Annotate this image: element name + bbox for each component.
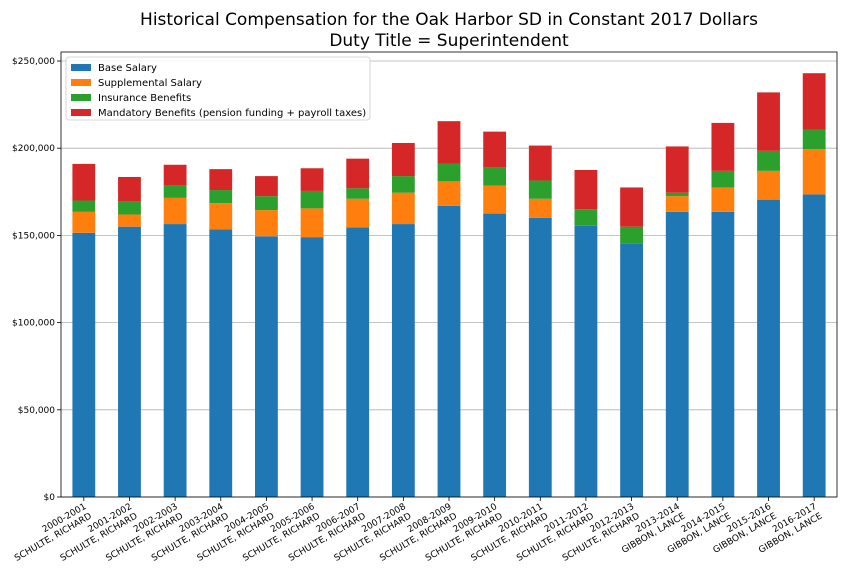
bar-segment [391, 142, 415, 177]
legend-label: Mandatory Benefits (pension funding + pa… [98, 108, 366, 119]
bar-segment [757, 92, 780, 151]
bar-segment [574, 170, 598, 210]
bar-segment [300, 237, 324, 498]
bar-segment [346, 198, 370, 228]
legend-label: Base Salary [98, 63, 157, 74]
bar-segment [346, 188, 370, 199]
bar-segment [72, 232, 96, 497]
legend-label: Supplemental Salary [98, 78, 202, 89]
bar-segment [802, 129, 826, 150]
legend: Base Salary Supplemental Salary Insurance … [65, 56, 371, 121]
y-tick-label: $50,000 [18, 406, 55, 416]
bar-segment [757, 199, 780, 497]
bar-segment [255, 210, 278, 237]
bar-segment [300, 208, 324, 238]
bar-segment [802, 73, 826, 130]
bar-segment [665, 146, 689, 193]
bar-segment [620, 226, 643, 244]
bar-segment [528, 217, 552, 497]
legend-swatch [71, 94, 91, 101]
bar-segment [757, 170, 780, 200]
bar-segment [163, 164, 187, 186]
bar-segment [665, 192, 689, 197]
bar-segment [802, 149, 826, 195]
bar-segment [209, 229, 233, 497]
chart-title: Historical Compensation for the Oak Harb… [140, 10, 758, 30]
bar-segment [711, 170, 735, 188]
legend-box [65, 56, 371, 121]
bar-segment [72, 211, 96, 233]
bar-segment [391, 176, 415, 193]
bar-segment [528, 145, 552, 181]
legend-swatch [71, 79, 91, 86]
bar-segment [118, 176, 141, 202]
bar-segment [528, 180, 552, 199]
bar-segment [346, 158, 370, 189]
bar-segment [118, 214, 141, 227]
bar-segment [574, 209, 598, 226]
bar-segment [255, 196, 278, 211]
bar-segment [483, 213, 507, 497]
bar-segment [346, 227, 370, 497]
bar-segment [665, 196, 689, 212]
y-tick-label: $200,000 [12, 144, 55, 154]
bar-segment [391, 192, 415, 225]
bar-segment [620, 187, 643, 227]
bar-segment [437, 181, 461, 206]
bar-segment [209, 203, 233, 230]
bar-segment [118, 226, 141, 497]
bar-segment [711, 122, 735, 171]
legend-swatch [71, 64, 91, 71]
bar-segment [163, 224, 187, 497]
bar-segment [528, 198, 552, 218]
bar-segment [72, 163, 96, 201]
bar-segment [437, 205, 461, 497]
y-tick-label: $250,000 [12, 57, 55, 67]
bar-segment [802, 194, 826, 497]
bar-segment [574, 225, 598, 498]
chart-subtitle: Duty Title = Superintendent [329, 31, 569, 51]
bar-segment [163, 185, 187, 198]
bar-segment [483, 167, 507, 186]
bar-segment [437, 121, 461, 164]
bar-segment [118, 201, 141, 215]
bar-segment [711, 187, 735, 212]
y-tick-label: $0 [44, 493, 56, 503]
legend-swatch [71, 109, 91, 116]
y-axis: $0 $50,000 $100,000 $150,000 $200,000 $250,00… [12, 57, 61, 503]
bar-segment [72, 200, 96, 212]
bar-segment [437, 163, 461, 182]
bar-segment [163, 197, 187, 225]
bar-segment [255, 236, 278, 497]
legend-label: Insurance Benefits [98, 93, 191, 104]
bar-segment [620, 243, 643, 497]
bar-segment [300, 168, 324, 191]
bar-segment [711, 211, 735, 497]
bar-segment [209, 190, 233, 204]
bar-segment [209, 169, 233, 191]
bar-segment [300, 190, 324, 209]
y-tick-label: $150,000 [12, 231, 55, 241]
bar-segment [757, 150, 780, 171]
bar-segment [665, 211, 689, 497]
bars [72, 73, 826, 498]
bar-segment [391, 224, 415, 497]
bar-segment [255, 176, 278, 197]
bar-segment [483, 131, 507, 168]
bar-segment [483, 185, 507, 214]
y-tick-label: $100,000 [12, 319, 55, 329]
